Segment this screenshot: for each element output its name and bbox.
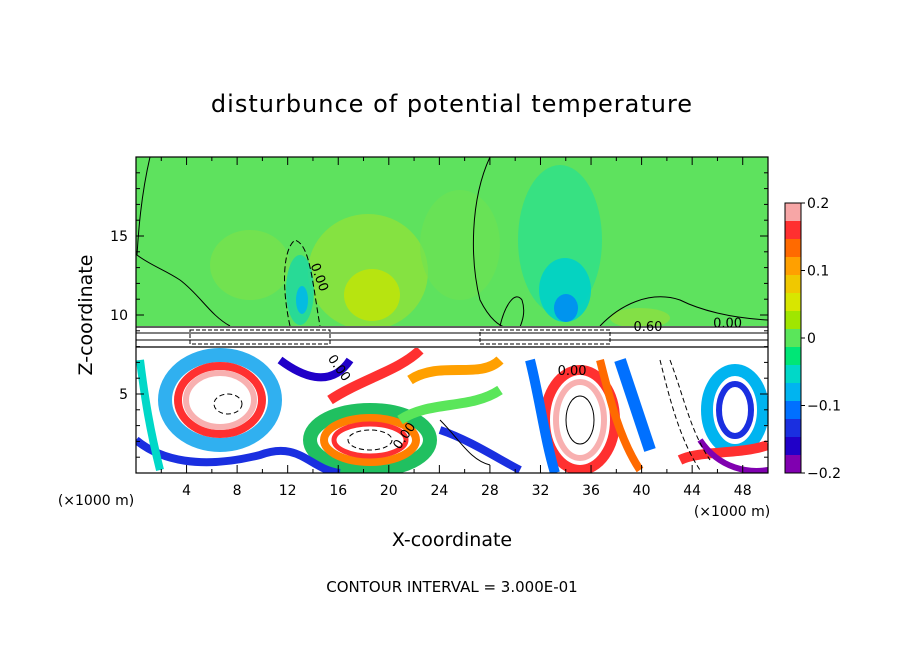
contour-line (472, 157, 506, 328)
colorbar-swatch (785, 419, 801, 438)
colorbar-swatch (785, 347, 801, 366)
eddy (183, 370, 257, 430)
x-tick-label: 20 (380, 483, 398, 499)
colorbar-swatch (785, 455, 801, 474)
y-tick-label: 5 (119, 387, 128, 403)
eddy (716, 381, 754, 439)
x-tick-label: 44 (683, 483, 701, 499)
eddy (553, 379, 607, 461)
colorbar-swatch (785, 329, 801, 348)
eddy (697, 438, 768, 473)
y-axis-label: Z-coordinate (75, 255, 97, 376)
eddy (397, 385, 503, 425)
interface-band (189, 329, 331, 345)
eddy (614, 358, 656, 452)
colorbar-tick-label: 0 (807, 331, 816, 347)
x-tick-label: 48 (734, 483, 752, 499)
x-tick-label: 28 (481, 483, 499, 499)
eddy (174, 362, 266, 438)
anomaly-blob (539, 258, 591, 322)
x-unit-right: (×1000 m) (694, 504, 770, 520)
x-tick-label: 16 (329, 483, 347, 499)
anomaly-blob (610, 308, 670, 328)
colorbar-swatch (785, 275, 801, 294)
colorbar-swatch (785, 221, 801, 240)
contour-line (213, 393, 243, 415)
colorbar-swatch (785, 293, 801, 312)
eddy (525, 358, 560, 473)
contour-line (599, 296, 768, 327)
contour-label: 0.60 (633, 320, 662, 335)
colorbar-swatch (785, 437, 801, 456)
colorbar-tick-label: 0.2 (807, 196, 829, 212)
anomaly-blob (296, 286, 308, 314)
contour-label: 0.00 (713, 317, 742, 332)
contour-line (499, 296, 525, 328)
x-axis-ticks: 4 8 12 16 20 24 28 32 36 40 44 48 (160, 157, 752, 499)
contour-label: 0.00 (558, 364, 587, 379)
eddy (136, 436, 341, 473)
colorbar-tick-label: 0.1 (807, 264, 829, 280)
colorbar-tick-label: −0.2 (807, 466, 841, 482)
interface-band (136, 326, 768, 348)
eddy (677, 440, 768, 465)
colorbar-swatch (785, 401, 801, 420)
eddy (136, 359, 164, 471)
anomaly-blob (344, 269, 400, 321)
contour-line (284, 239, 321, 327)
colorbar-swatch (785, 383, 801, 402)
x-tick-label: 12 (279, 483, 297, 499)
y-axis-ticks: 5 10 15 (110, 172, 768, 458)
eddy (596, 359, 644, 473)
eddy (320, 414, 420, 466)
x-tick-label: 24 (430, 483, 448, 499)
x-tick-label: 36 (582, 483, 600, 499)
contour-line (347, 429, 393, 451)
eddy (331, 421, 409, 459)
x-tick-label: 4 (182, 483, 191, 499)
eddy (327, 348, 424, 405)
anomaly-blob (210, 230, 290, 300)
x-tick-label: 32 (532, 483, 550, 499)
chart-title: disturbunce of potential temperature (211, 90, 693, 118)
x-axis-label: X-coordinate (392, 529, 512, 551)
eddy (407, 356, 504, 385)
colorbar-swatch (785, 257, 801, 276)
plot-area: 0.000.60 0.000.000.000.00 (136, 157, 768, 473)
y-tick-label: 10 (110, 308, 128, 324)
eddy (158, 348, 282, 452)
x-tick-label: 40 (633, 483, 651, 499)
colorbar-swatch (785, 239, 801, 258)
colorbar: 0.2 0.1 0 −0.1 −0.2 (784, 196, 841, 482)
colorbar-tick-label: −0.1 (807, 399, 841, 415)
anomaly-blob (554, 294, 578, 322)
contour-interval-note: CONTOUR INTERVAL = 3.000E-01 (326, 578, 577, 596)
contour-line (669, 359, 711, 461)
anomaly-blob (420, 190, 500, 300)
contour-line (136, 157, 231, 327)
colorbar-swatch (785, 365, 801, 384)
contour-line (439, 419, 491, 466)
colorbar-swatch (785, 203, 801, 222)
eddy (438, 426, 522, 473)
eddy (303, 403, 437, 473)
y-tick-label: 15 (110, 229, 128, 245)
x-unit-left: (×1000 m) (58, 493, 134, 509)
x-tick-label: 8 (233, 483, 242, 499)
colorbar-swatch (785, 311, 801, 330)
eddy (277, 356, 354, 382)
contour-line (659, 359, 701, 471)
contour-line (565, 395, 595, 445)
